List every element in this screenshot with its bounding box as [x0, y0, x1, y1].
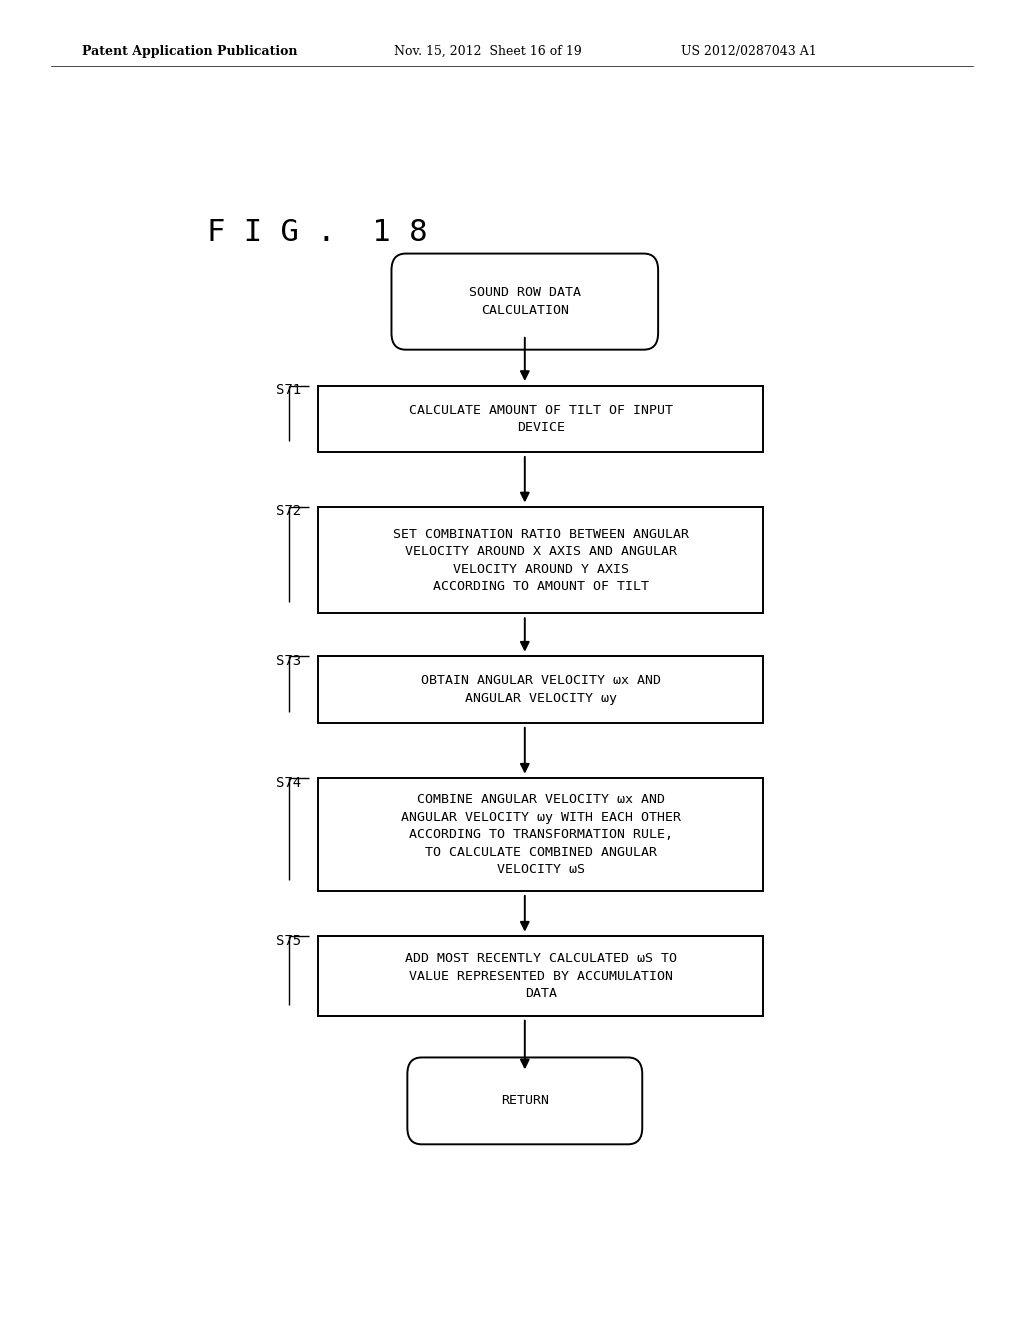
- Bar: [318, 779, 763, 891]
- FancyBboxPatch shape: [408, 1057, 642, 1144]
- Text: ADD MOST RECENTLY CALCULATED ωS TO
VALUE REPRESENTED BY ACCUMULATION
DATA: ADD MOST RECENTLY CALCULATED ωS TO VALUE…: [404, 952, 677, 1001]
- Text: S73: S73: [276, 653, 301, 668]
- Text: US 2012/0287043 A1: US 2012/0287043 A1: [681, 45, 817, 58]
- Text: Nov. 15, 2012  Sheet 16 of 19: Nov. 15, 2012 Sheet 16 of 19: [394, 45, 582, 58]
- Bar: [318, 385, 763, 453]
- Text: S72: S72: [276, 504, 301, 519]
- Text: SOUND ROW DATA
CALCULATION: SOUND ROW DATA CALCULATION: [469, 286, 581, 317]
- Text: Patent Application Publication: Patent Application Publication: [82, 45, 297, 58]
- Text: S74: S74: [276, 776, 301, 789]
- Bar: [318, 656, 763, 723]
- Bar: [318, 936, 763, 1016]
- Text: F I G .  1 8: F I G . 1 8: [207, 218, 428, 247]
- Text: OBTAIN ANGULAR VELOCITY ωx AND
ANGULAR VELOCITY ωy: OBTAIN ANGULAR VELOCITY ωx AND ANGULAR V…: [421, 675, 660, 705]
- Text: SET COMBINATION RATIO BETWEEN ANGULAR
VELOCITY AROUND X AXIS AND ANGULAR
VELOCIT: SET COMBINATION RATIO BETWEEN ANGULAR VE…: [392, 528, 689, 593]
- Text: RETURN: RETURN: [501, 1094, 549, 1107]
- Bar: [318, 507, 763, 614]
- Text: S71: S71: [276, 383, 301, 397]
- Text: COMBINE ANGULAR VELOCITY ωx AND
ANGULAR VELOCITY ωy WITH EACH OTHER
ACCORDING TO: COMBINE ANGULAR VELOCITY ωx AND ANGULAR …: [400, 793, 681, 876]
- Text: S75: S75: [276, 933, 301, 948]
- Text: CALCULATE AMOUNT OF TILT OF INPUT
DEVICE: CALCULATE AMOUNT OF TILT OF INPUT DEVICE: [409, 404, 673, 434]
- FancyBboxPatch shape: [391, 253, 658, 350]
